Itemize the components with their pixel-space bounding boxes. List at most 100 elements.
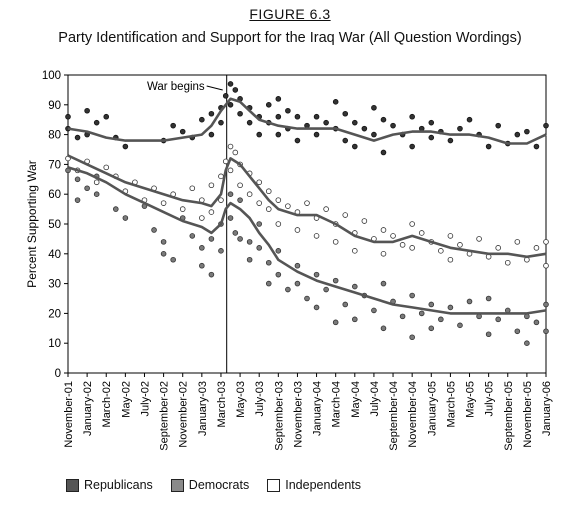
x-tick-label: November-03 bbox=[292, 381, 304, 448]
point-republicans bbox=[246, 119, 253, 126]
point-independents bbox=[409, 221, 415, 227]
legend-item-independents: Independents bbox=[267, 478, 361, 492]
point-independents bbox=[275, 197, 282, 203]
x-tick-label: March-05 bbox=[445, 381, 457, 427]
point-democrats bbox=[428, 325, 435, 332]
point-independents bbox=[179, 206, 186, 212]
point-democrats bbox=[447, 304, 454, 311]
point-independents bbox=[246, 191, 253, 198]
point-republicans bbox=[208, 131, 215, 138]
y-tick-label: 100 bbox=[42, 70, 61, 82]
point-democrats bbox=[122, 215, 129, 221]
point-republicans bbox=[179, 128, 186, 135]
trend-line-republicans bbox=[67, 97, 547, 145]
point-independents bbox=[265, 206, 272, 212]
point-democrats bbox=[265, 280, 272, 287]
point-democrats bbox=[74, 176, 81, 183]
point-democrats bbox=[160, 251, 167, 257]
point-republicans bbox=[380, 149, 387, 156]
point-democrats bbox=[170, 256, 176, 263]
point-democrats bbox=[113, 206, 119, 212]
point-democrats bbox=[524, 340, 530, 347]
point-republicans bbox=[170, 122, 176, 129]
point-independents bbox=[232, 149, 239, 156]
x-tick-label: July-02 bbox=[139, 381, 151, 416]
point-independents bbox=[533, 245, 540, 251]
x-tick-label: January-03 bbox=[197, 381, 209, 436]
x-tick-label: January-04 bbox=[312, 381, 324, 436]
x-tick-label: July-03 bbox=[254, 381, 266, 416]
point-democrats bbox=[466, 298, 473, 305]
point-democrats bbox=[332, 277, 339, 284]
legend-swatch-independents bbox=[267, 478, 281, 492]
point-democrats bbox=[428, 301, 435, 308]
point-democrats bbox=[256, 245, 263, 251]
trend-line-independents bbox=[67, 154, 547, 259]
point-democrats bbox=[208, 236, 215, 242]
point-republicans bbox=[218, 119, 224, 126]
point-republicans bbox=[265, 102, 272, 108]
point-independents bbox=[399, 242, 406, 248]
point-independents bbox=[390, 233, 396, 239]
point-democrats bbox=[371, 307, 377, 314]
point-independents bbox=[218, 197, 224, 203]
point-republicans bbox=[122, 143, 129, 150]
point-democrats bbox=[380, 325, 387, 332]
point-republicans bbox=[84, 107, 90, 114]
legend-item-democrats: Democrats bbox=[170, 478, 249, 492]
point-independents bbox=[495, 245, 502, 251]
point-independents bbox=[380, 251, 387, 257]
x-tick-label: May-02 bbox=[120, 381, 132, 418]
point-independents bbox=[189, 185, 196, 192]
point-independents bbox=[285, 203, 291, 209]
y-tick-label: 0 bbox=[55, 368, 61, 380]
trend-line-democrats bbox=[67, 166, 547, 315]
point-republicans bbox=[533, 143, 540, 150]
x-tick-label: May-04 bbox=[350, 381, 362, 418]
point-democrats bbox=[380, 280, 387, 287]
point-democrats bbox=[285, 286, 291, 293]
point-independents bbox=[103, 164, 110, 171]
point-independents bbox=[93, 179, 100, 186]
y-tick-label: 80 bbox=[48, 130, 61, 142]
point-republicans bbox=[457, 125, 463, 132]
x-tick-label: January-02 bbox=[82, 381, 94, 436]
point-republicans bbox=[466, 116, 473, 123]
point-democrats bbox=[232, 230, 239, 236]
point-democrats bbox=[409, 334, 415, 341]
point-independents bbox=[447, 233, 454, 239]
point-republicans bbox=[275, 131, 282, 138]
point-democrats bbox=[227, 215, 234, 221]
point-democrats bbox=[313, 304, 320, 311]
y-tick-label: 70 bbox=[48, 159, 61, 171]
point-independents bbox=[275, 221, 282, 227]
point-democrats bbox=[237, 236, 243, 242]
point-republicans bbox=[237, 110, 243, 117]
point-democrats bbox=[227, 191, 234, 198]
point-democrats bbox=[485, 331, 492, 338]
point-democrats bbox=[457, 322, 463, 329]
point-democrats bbox=[199, 262, 205, 269]
point-democrats bbox=[323, 286, 329, 293]
x-tick-label: July-05 bbox=[484, 381, 496, 416]
point-democrats bbox=[199, 245, 205, 251]
point-independents bbox=[418, 230, 425, 236]
point-democrats bbox=[256, 221, 263, 227]
x-tick-label: January-06 bbox=[541, 381, 553, 436]
point-republicans bbox=[342, 137, 349, 144]
x-tick-label: September-05 bbox=[503, 381, 515, 451]
point-democrats bbox=[93, 191, 100, 198]
point-democrats bbox=[476, 313, 482, 320]
legend: Republicans Democrats Independents bbox=[66, 478, 361, 492]
figure-label: FIGURE 6.3 bbox=[249, 6, 331, 22]
point-democrats bbox=[524, 313, 530, 320]
chart-title: Party Identification and Support for the… bbox=[58, 30, 522, 46]
point-independents bbox=[543, 239, 549, 245]
point-republicans bbox=[232, 87, 239, 93]
point-independents bbox=[351, 248, 358, 254]
point-independents bbox=[304, 200, 310, 206]
x-tick-label: September-03 bbox=[273, 381, 285, 451]
point-democrats bbox=[332, 319, 339, 326]
point-republicans bbox=[275, 96, 282, 102]
point-republicans bbox=[227, 81, 234, 87]
